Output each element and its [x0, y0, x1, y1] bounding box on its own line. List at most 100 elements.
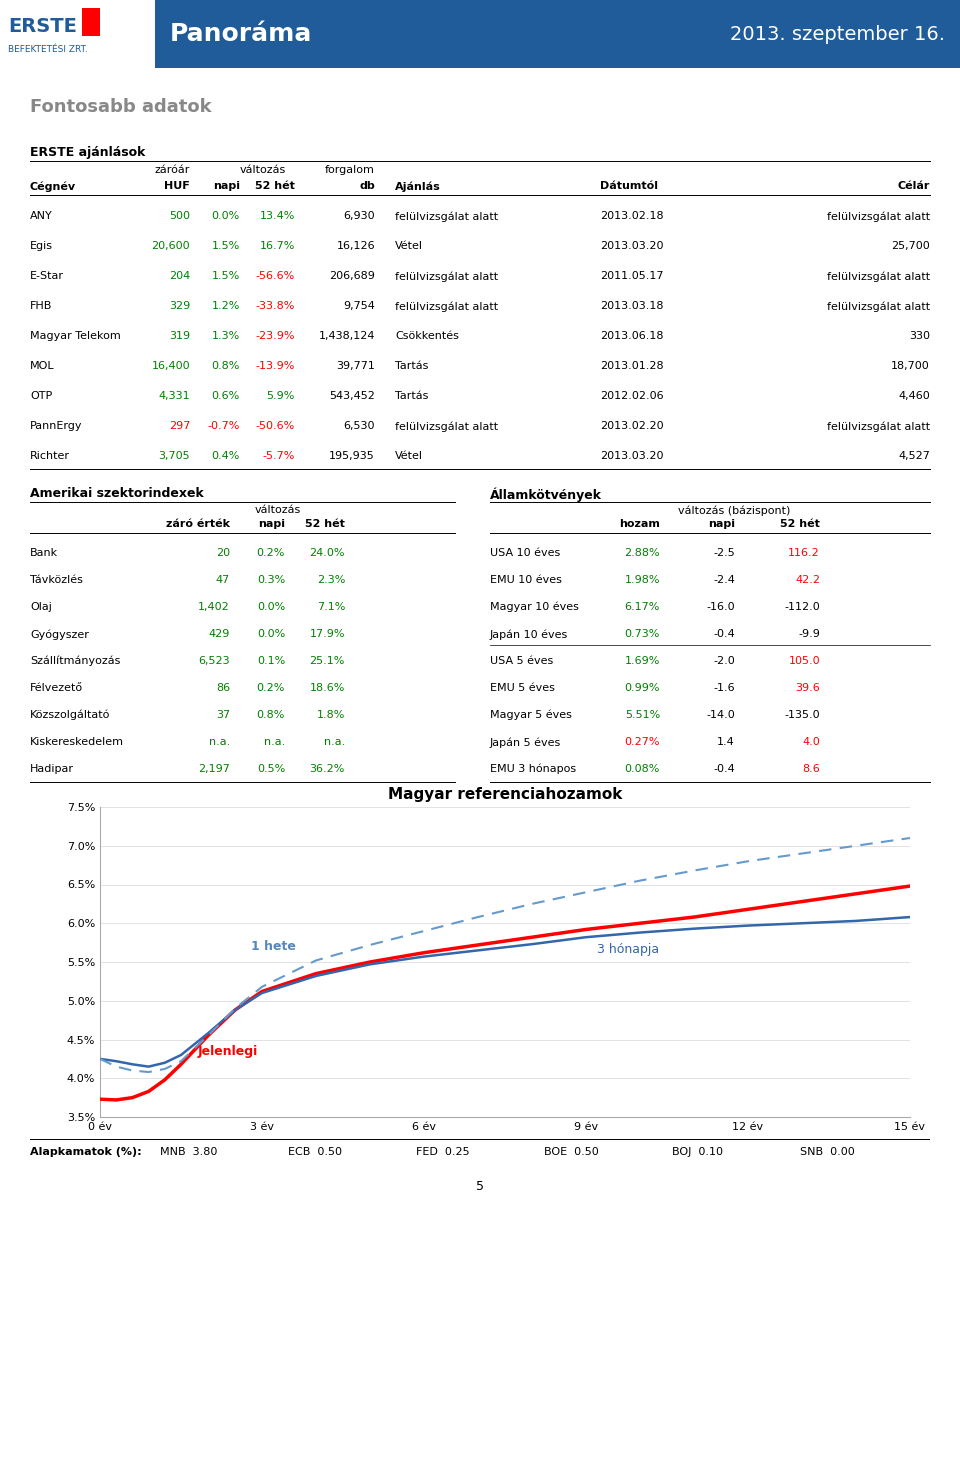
Text: változás (bázispont): változás (bázispont)	[678, 505, 790, 516]
Text: 18.6%: 18.6%	[310, 683, 345, 693]
Text: 4.0: 4.0	[803, 737, 820, 747]
Text: 0.27%: 0.27%	[625, 737, 660, 747]
Text: felülvizsgálat alatt: felülvizsgálat alatt	[395, 211, 498, 221]
Text: Olaj: Olaj	[30, 602, 52, 612]
Text: 2013.02.18: 2013.02.18	[600, 211, 663, 221]
Text: 1,402: 1,402	[199, 602, 230, 612]
Text: MOL: MOL	[30, 360, 55, 371]
Text: Fontosabb adatok: Fontosabb adatok	[30, 98, 211, 116]
Text: 4,527: 4,527	[899, 451, 930, 461]
Text: -9.9: -9.9	[798, 628, 820, 639]
Text: 2013.02.20: 2013.02.20	[600, 420, 663, 431]
Text: USA 5 éves: USA 5 éves	[490, 656, 553, 667]
Text: 2013.06.18: 2013.06.18	[600, 331, 663, 341]
Text: FED  0.25: FED 0.25	[416, 1147, 469, 1157]
Text: 1.2%: 1.2%	[211, 300, 240, 311]
Text: Hadipar: Hadipar	[30, 765, 74, 774]
Text: EMU 10 éves: EMU 10 éves	[490, 574, 562, 585]
Text: 0.4%: 0.4%	[211, 451, 240, 461]
Text: Szállítmányozás: Szállítmányozás	[30, 656, 120, 667]
Text: BOJ  0.10: BOJ 0.10	[672, 1147, 723, 1157]
Text: napi: napi	[258, 519, 285, 529]
Text: 2,197: 2,197	[198, 765, 230, 774]
Text: -0.7%: -0.7%	[207, 420, 240, 431]
Text: 543,452: 543,452	[329, 391, 375, 401]
Text: 5.9%: 5.9%	[267, 391, 295, 401]
Text: Csökkentés: Csökkentés	[395, 331, 459, 341]
Text: 6.17%: 6.17%	[625, 602, 660, 612]
Bar	[0, 0, 155, 67]
Text: 2013.03.18: 2013.03.18	[600, 300, 663, 311]
Text: 5.51%: 5.51%	[625, 711, 660, 719]
Text: -33.8%: -33.8%	[255, 300, 295, 311]
Text: felülvizsgálat alatt: felülvizsgálat alatt	[395, 271, 498, 281]
Text: ERSTE ajánlások: ERSTE ajánlások	[30, 146, 145, 160]
Text: 0.99%: 0.99%	[625, 683, 660, 693]
Text: 6,930: 6,930	[344, 211, 375, 221]
Text: 0.6%: 0.6%	[212, 391, 240, 401]
Text: 3,705: 3,705	[158, 451, 190, 461]
Text: 20: 20	[216, 548, 230, 558]
Text: Kiskereskedelem: Kiskereskedelem	[30, 737, 124, 747]
Text: 195,935: 195,935	[329, 451, 375, 461]
Text: 500: 500	[169, 211, 190, 221]
Text: Távközlés: Távközlés	[30, 574, 83, 585]
Text: 429: 429	[208, 628, 230, 639]
Text: Államkötvények: Államkötvények	[490, 486, 602, 501]
Text: 36.2%: 36.2%	[310, 765, 345, 774]
Text: 4,460: 4,460	[899, 391, 930, 401]
Text: EMU 5 éves: EMU 5 éves	[490, 683, 555, 693]
Text: 52 hét: 52 hét	[305, 519, 345, 529]
Text: -5.7%: -5.7%	[263, 451, 295, 461]
Text: -135.0: -135.0	[784, 711, 820, 719]
Text: Félvezető: Félvezető	[30, 683, 84, 693]
Text: 3 hónapja: 3 hónapja	[597, 942, 659, 955]
Text: 1,438,124: 1,438,124	[319, 331, 375, 341]
Text: -14.0: -14.0	[707, 711, 735, 719]
Text: 2013.03.20: 2013.03.20	[600, 451, 663, 461]
Text: 7.1%: 7.1%	[317, 602, 345, 612]
Text: 0.73%: 0.73%	[625, 628, 660, 639]
Text: 6,523: 6,523	[199, 656, 230, 667]
Text: változás: változás	[255, 505, 301, 516]
Text: -23.9%: -23.9%	[255, 331, 295, 341]
Text: felülvizsgálat alatt: felülvizsgálat alatt	[395, 420, 498, 432]
Text: napi: napi	[708, 519, 735, 529]
Text: 9,754: 9,754	[343, 300, 375, 311]
Text: 0.2%: 0.2%	[256, 683, 285, 693]
Text: 0.0%: 0.0%	[256, 628, 285, 639]
Text: -2.4: -2.4	[713, 574, 735, 585]
Text: 25,700: 25,700	[891, 242, 930, 251]
Text: 16.7%: 16.7%	[259, 242, 295, 251]
Text: -0.4: -0.4	[713, 628, 735, 639]
Text: E-Star: E-Star	[30, 271, 64, 281]
Text: Alapkamatok (%):: Alapkamatok (%):	[30, 1147, 142, 1157]
Text: 1.69%: 1.69%	[625, 656, 660, 667]
Text: -112.0: -112.0	[784, 602, 820, 612]
Text: 0.5%: 0.5%	[256, 765, 285, 774]
Text: 13.4%: 13.4%	[259, 211, 295, 221]
Text: 86: 86	[216, 683, 230, 693]
Text: felülvizsgálat alatt: felülvizsgálat alatt	[827, 271, 930, 281]
Text: 0.0%: 0.0%	[212, 211, 240, 221]
Text: Jelenlegi: Jelenlegi	[197, 1045, 257, 1058]
Text: Japán 5 éves: Japán 5 éves	[490, 737, 562, 747]
Text: HUF: HUF	[164, 182, 190, 190]
Text: 0.8%: 0.8%	[211, 360, 240, 371]
Text: záróár: záróár	[155, 166, 190, 174]
Text: 1.5%: 1.5%	[212, 271, 240, 281]
Text: Vétel: Vétel	[395, 451, 423, 461]
Text: felülvizsgálat alatt: felülvizsgálat alatt	[827, 420, 930, 432]
Text: n.a.: n.a.	[324, 737, 345, 747]
Text: Cégnév: Cégnév	[30, 182, 76, 192]
Text: 1.3%: 1.3%	[212, 331, 240, 341]
Text: FHB: FHB	[30, 300, 53, 311]
Text: -13.9%: -13.9%	[255, 360, 295, 371]
Text: napi: napi	[213, 182, 240, 190]
Text: 39,771: 39,771	[336, 360, 375, 371]
Text: 4,331: 4,331	[158, 391, 190, 401]
Text: 0.3%: 0.3%	[256, 574, 285, 585]
Text: 0.2%: 0.2%	[256, 548, 285, 558]
Text: 0.0%: 0.0%	[256, 602, 285, 612]
Text: OTP: OTP	[30, 391, 52, 401]
